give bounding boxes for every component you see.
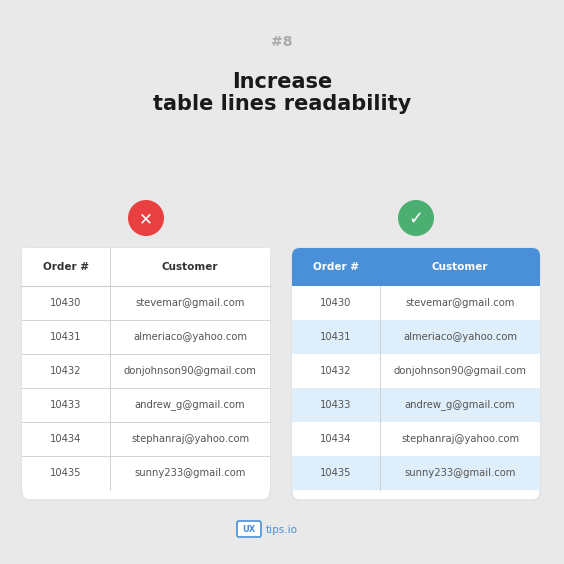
Text: 10433: 10433 — [50, 400, 82, 410]
Text: stephanraj@yahoo.com: stephanraj@yahoo.com — [131, 434, 249, 444]
Text: 10431: 10431 — [320, 332, 352, 342]
Bar — [22, 286, 270, 320]
Text: stevemar@gmail.com: stevemar@gmail.com — [406, 298, 515, 308]
Text: 10434: 10434 — [320, 434, 352, 444]
Text: 10435: 10435 — [50, 468, 82, 478]
Text: andrew_g@gmail.com: andrew_g@gmail.com — [135, 399, 245, 411]
FancyBboxPatch shape — [237, 521, 261, 537]
Text: sunny233@gmail.com: sunny233@gmail.com — [404, 468, 515, 478]
Text: almeriaco@yahoo.com: almeriaco@yahoo.com — [133, 332, 247, 342]
Text: donjohnson90@gmail.com: donjohnson90@gmail.com — [124, 366, 257, 376]
Text: 10432: 10432 — [320, 366, 352, 376]
Text: table lines readability: table lines readability — [153, 94, 411, 114]
Circle shape — [398, 200, 434, 236]
Text: andrew_g@gmail.com: andrew_g@gmail.com — [405, 399, 515, 411]
Bar — [22, 456, 270, 490]
Text: Order #: Order # — [43, 262, 89, 272]
Bar — [292, 388, 540, 422]
Text: 10432: 10432 — [50, 366, 82, 376]
Bar — [22, 320, 270, 354]
Text: 10434: 10434 — [50, 434, 82, 444]
Bar — [292, 456, 540, 490]
Bar — [292, 354, 540, 388]
Text: Order #: Order # — [313, 262, 359, 272]
FancyBboxPatch shape — [292, 248, 540, 500]
FancyBboxPatch shape — [22, 248, 270, 500]
Text: 10433: 10433 — [320, 400, 352, 410]
Text: #8: #8 — [271, 35, 293, 49]
Text: 10430: 10430 — [320, 298, 352, 308]
Text: 10430: 10430 — [50, 298, 82, 308]
FancyBboxPatch shape — [292, 248, 540, 286]
Text: Customer: Customer — [432, 262, 488, 272]
Bar — [292, 286, 540, 320]
Bar — [292, 278, 540, 286]
Text: stevemar@gmail.com: stevemar@gmail.com — [135, 298, 245, 308]
Circle shape — [128, 200, 164, 236]
Text: 10431: 10431 — [50, 332, 82, 342]
Bar — [22, 248, 270, 286]
Text: ✓: ✓ — [408, 210, 424, 228]
Text: Increase: Increase — [232, 72, 332, 92]
Text: sunny233@gmail.com: sunny233@gmail.com — [134, 468, 246, 478]
Text: stephanraj@yahoo.com: stephanraj@yahoo.com — [401, 434, 519, 444]
Text: almeriaco@yahoo.com: almeriaco@yahoo.com — [403, 332, 517, 342]
Text: UX: UX — [243, 526, 255, 535]
Bar — [22, 422, 270, 456]
Bar — [22, 354, 270, 388]
Bar — [22, 388, 270, 422]
Text: ✕: ✕ — [139, 210, 153, 228]
Bar — [292, 320, 540, 354]
Text: tips.io: tips.io — [266, 525, 298, 535]
Text: Customer: Customer — [162, 262, 218, 272]
Bar — [292, 422, 540, 456]
Text: 10435: 10435 — [320, 468, 352, 478]
Text: donjohnson90@gmail.com: donjohnson90@gmail.com — [394, 366, 526, 376]
